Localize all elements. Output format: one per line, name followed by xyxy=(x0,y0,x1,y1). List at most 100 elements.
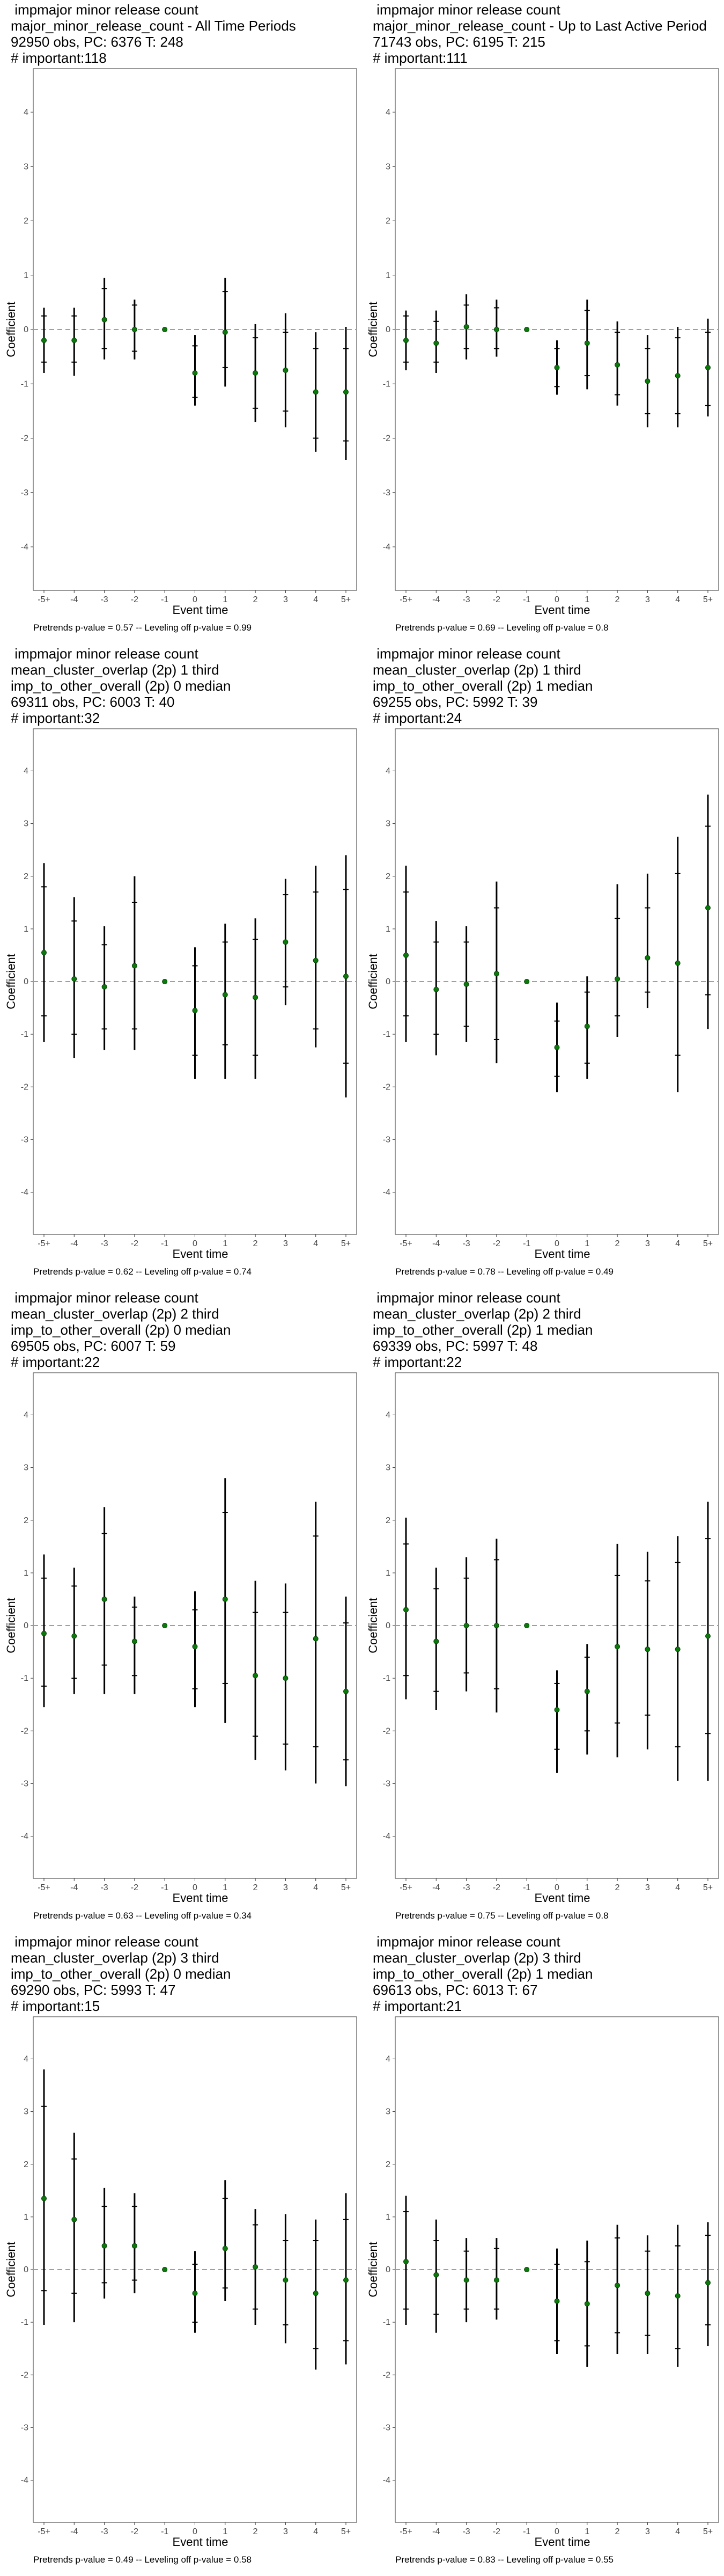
y-tick-label: 2 xyxy=(24,872,28,881)
coefficient-plot: -4 -3 -2 -1 0 1 2 3 4 -5+ -4 -3 -2 -1 0 1 2 3 4 5+ Coefficie… xyxy=(4,2016,357,2549)
y-axis-title: Coefficient xyxy=(4,954,18,1009)
coefficient-point xyxy=(313,957,319,963)
coefficient-point xyxy=(554,1707,560,1713)
y-tick-label: 3 xyxy=(24,819,28,829)
x-tick-label: 5+ xyxy=(703,1883,713,1892)
x-tick-label: -4 xyxy=(70,1239,78,1248)
event-study-panel: impmajor minor release count mean_cluste… xyxy=(362,1288,724,1932)
y-tick-label: 0 xyxy=(24,977,28,986)
x-tick-label: 2 xyxy=(615,595,620,604)
coefficient-plot: -4 -3 -2 -1 0 1 2 3 4 -5+ -4 -3 -2 -1 0 1 2 3 4 5+ Coefficie… xyxy=(366,1372,719,1905)
coefficient-point xyxy=(705,905,711,911)
coefficient-point xyxy=(615,1644,620,1650)
y-tick-label: 1 xyxy=(24,2213,28,2222)
y-tick-label: -1 xyxy=(383,2318,390,2327)
coefficient-point xyxy=(645,2290,651,2296)
y-tick-label: 4 xyxy=(24,767,28,776)
y-tick-label: -3 xyxy=(383,2423,390,2432)
x-tick-label: 5+ xyxy=(703,595,713,604)
x-tick-label: -3 xyxy=(462,2527,470,2536)
y-tick-label: -4 xyxy=(383,2476,390,2485)
x-tick-label: 2 xyxy=(253,1239,258,1248)
x-tick-label: 5+ xyxy=(341,1239,351,1248)
x-tick-label: -1 xyxy=(523,2527,530,2536)
coefficient-point xyxy=(705,1633,711,1639)
panel-title: impmajor minor release count mean_cluste… xyxy=(11,646,231,726)
x-tick-label: -4 xyxy=(432,1239,440,1248)
x-tick-label: 0 xyxy=(555,2527,559,2536)
coefficient-point xyxy=(253,1673,258,1679)
x-tick-label: -1 xyxy=(161,595,168,604)
x-tick-label: 5+ xyxy=(341,2527,351,2536)
coefficient-point xyxy=(403,338,409,343)
x-tick-label: 4 xyxy=(675,595,680,604)
coefficient-point xyxy=(584,1023,590,1029)
x-tick-label: -2 xyxy=(131,1239,138,1248)
y-tick-label: 1 xyxy=(386,271,390,280)
coefficient-point xyxy=(101,2243,107,2249)
x-tick-label: 5+ xyxy=(703,1239,713,1248)
y-tick-label: 1 xyxy=(386,1569,390,1578)
x-tick-label: -1 xyxy=(161,1239,168,1248)
x-axis-title: Event time xyxy=(535,603,590,617)
y-tick-label: -1 xyxy=(21,1030,28,1039)
y-axis-title: Coefficient xyxy=(4,302,18,357)
x-tick-label: 2 xyxy=(253,595,258,604)
coefficient-point xyxy=(192,2290,198,2296)
coefficient-point xyxy=(283,2277,289,2283)
y-tick-label: 4 xyxy=(24,1411,28,1420)
y-tick-label: -4 xyxy=(21,1832,28,1841)
y-tick-label: 3 xyxy=(24,162,28,171)
y-tick-label: 0 xyxy=(24,2265,28,2274)
coefficient-point xyxy=(131,1638,137,1644)
coefficient-point xyxy=(584,2301,590,2307)
y-tick-label: 0 xyxy=(386,325,390,334)
x-tick-label: 4 xyxy=(675,2527,680,2536)
x-tick-label: 0 xyxy=(193,1883,197,1892)
coefficient-point xyxy=(222,2245,228,2251)
coefficient-point xyxy=(192,1644,198,1650)
coefficient-point xyxy=(101,1596,107,1602)
y-tick-label: 1 xyxy=(386,925,390,934)
x-tick-label: 4 xyxy=(675,1239,680,1248)
coefficient-plot: -4 -3 -2 -1 0 1 2 3 4 -5+ -4 -3 -2 -1 0 1 2 3 4 5+ Coefficie… xyxy=(366,728,719,1261)
x-tick-label: -1 xyxy=(161,2527,168,2536)
coefficient-point xyxy=(41,1630,47,1636)
x-tick-label: 3 xyxy=(645,1239,650,1248)
coefficient-point xyxy=(493,1623,499,1628)
x-tick-label: -4 xyxy=(70,1883,78,1892)
x-tick-label: 3 xyxy=(645,2527,650,2536)
x-tick-label: 3 xyxy=(283,1239,288,1248)
coefficient-point xyxy=(615,976,620,982)
x-tick-label: 1 xyxy=(585,1883,589,1892)
x-tick-label: 4 xyxy=(313,595,318,604)
x-tick-label: 0 xyxy=(555,1883,559,1892)
y-tick-label: -1 xyxy=(383,1674,390,1683)
x-tick-label: -4 xyxy=(432,1883,440,1892)
panel-title: impmajor minor release count mean_cluste… xyxy=(373,1934,593,2014)
coefficient-point xyxy=(433,986,439,992)
x-tick-label: 4 xyxy=(313,1883,318,1892)
pvalue-footnote: Pretrends p-value = 0.78 -- Leveling off… xyxy=(395,1267,614,1277)
coefficient-point xyxy=(131,2243,137,2249)
pvalue-footnote: Pretrends p-value = 0.69 -- Leveling off… xyxy=(395,623,609,633)
x-tick-label: -3 xyxy=(100,2527,108,2536)
coefficient-point xyxy=(162,327,168,332)
x-tick-label: 1 xyxy=(585,2527,589,2536)
coefficient-point xyxy=(162,2267,168,2272)
y-tick-label: 4 xyxy=(386,2055,390,2064)
coefficient-point xyxy=(524,327,530,332)
x-tick-label: 2 xyxy=(615,1239,620,1248)
y-tick-label: 2 xyxy=(386,217,390,226)
y-axis-title: Coefficient xyxy=(366,2242,380,2297)
y-tick-label: -2 xyxy=(383,1082,390,1092)
x-tick-label: -5+ xyxy=(400,1239,412,1248)
x-axis-title: Event time xyxy=(173,1891,228,1905)
y-tick-label: 3 xyxy=(386,1463,390,1473)
x-tick-label: -2 xyxy=(131,595,138,604)
event-study-panel: impmajor minor release count mean_cluste… xyxy=(0,1932,362,2576)
coefficient-point xyxy=(705,2280,711,2286)
y-tick-label: -4 xyxy=(383,1832,390,1841)
y-tick-label: 1 xyxy=(24,925,28,934)
x-tick-label: 3 xyxy=(283,2527,288,2536)
